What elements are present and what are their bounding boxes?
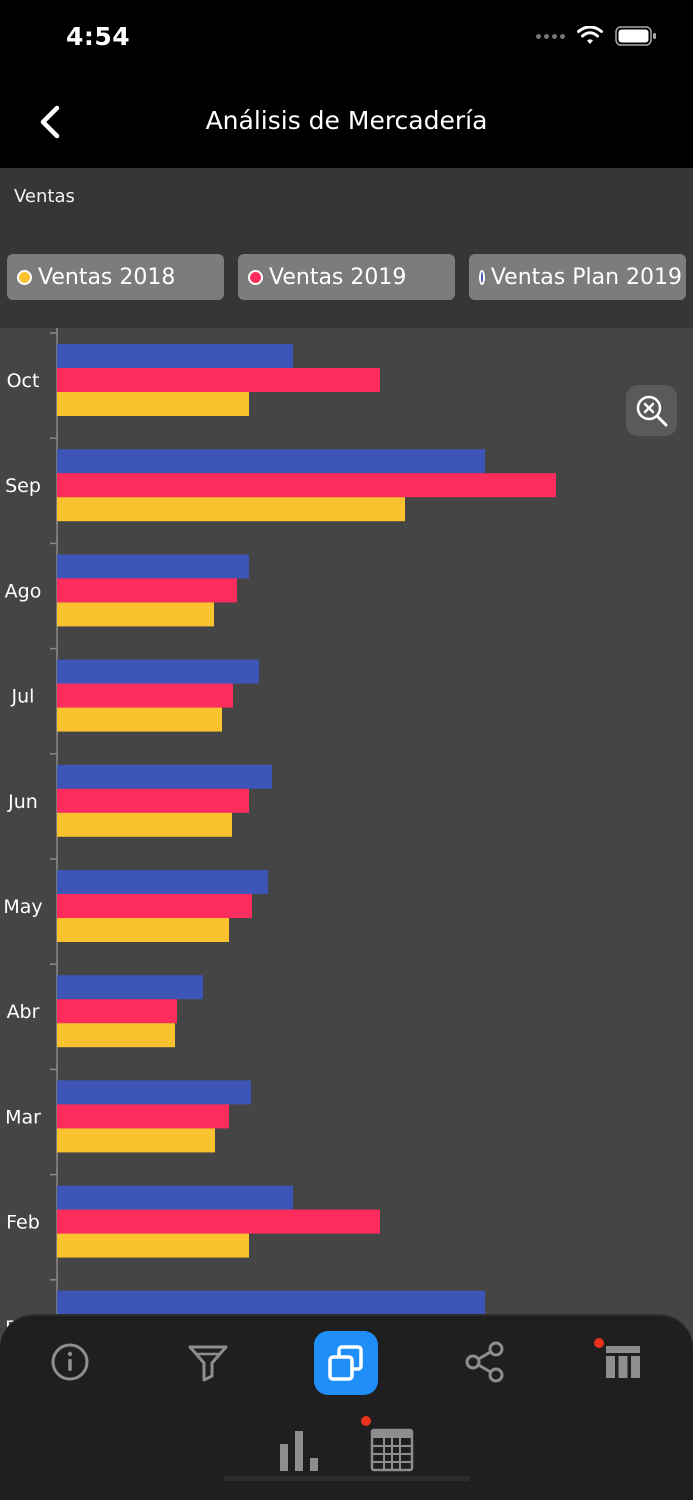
legend-label: Ventas 2018 [38, 264, 176, 290]
bar-abr-ventas-plan-2019[interactable] [57, 975, 203, 1000]
tool-row [0, 1330, 693, 1396]
grid-table-icon [370, 1428, 414, 1472]
battery-icon [615, 26, 656, 46]
bar-sep-ventas-2018[interactable] [57, 497, 405, 522]
bar-oct-ventas-2018[interactable] [57, 392, 249, 416]
bar-ago-ventas-2018[interactable] [57, 602, 214, 627]
back-button[interactable] [30, 102, 70, 142]
bar-feb-ventas-plan-2019[interactable] [57, 1185, 293, 1210]
filter-icon [188, 1345, 228, 1382]
bar-mar-ventas-2019[interactable] [57, 1104, 229, 1129]
table-view-button[interactable] [360, 1416, 424, 1482]
share-button[interactable] [453, 1330, 517, 1394]
bar-chart-icon [280, 1431, 318, 1471]
bar-jun-ventas-2018[interactable] [57, 812, 232, 837]
notification-badge [361, 1416, 371, 1426]
category-label: Jul [11, 686, 35, 708]
category-label: Mar [5, 1106, 41, 1128]
bar-mar-ventas-plan-2019[interactable] [57, 1080, 251, 1105]
category-label: Jun [7, 791, 38, 813]
view-switcher [0, 1416, 693, 1486]
legend-chip-ventas-plan-2019[interactable]: Ventas Plan 2019 [469, 254, 686, 300]
legend-dot-icon [479, 269, 485, 285]
section-label: Ventas [14, 186, 75, 207]
bar-feb-ventas-2018[interactable] [57, 1233, 249, 1258]
notification-badge [594, 1338, 604, 1348]
signal-icon [536, 33, 565, 39]
bar-may-ventas-2019[interactable] [57, 894, 252, 918]
reset-zoom-button[interactable] [626, 385, 677, 436]
chart-header: Ventas Ventas 2018 Ventas 2019 Ventas Pl… [0, 168, 693, 328]
info-icon [51, 1343, 89, 1381]
filter-button[interactable] [176, 1330, 240, 1394]
bar-abr-ventas-2019[interactable] [57, 999, 177, 1024]
compare-button[interactable] [314, 1331, 378, 1395]
category-label: Feb [6, 1212, 40, 1234]
status-time: 4:54 [66, 22, 131, 51]
bar-jul-ventas-2018[interactable] [57, 707, 222, 732]
info-button[interactable] [38, 1330, 102, 1394]
bar-oct-ventas-plan-2019[interactable] [57, 344, 293, 368]
category-label: Oct [7, 370, 40, 392]
home-indicator [223, 1476, 470, 1481]
legend-dot-icon [248, 269, 263, 285]
legend-chip-ventas-2019[interactable]: Ventas 2019 [238, 254, 455, 300]
bar-sep-ventas-plan-2019[interactable] [57, 449, 485, 474]
bar-jun-ventas-plan-2019[interactable] [57, 764, 272, 789]
category-label: Ago [5, 580, 42, 602]
zoom-reset-icon [636, 395, 667, 426]
status-icons [536, 26, 657, 46]
bar-abr-ventas-2018[interactable] [57, 1023, 175, 1048]
bar-may-ventas-plan-2019[interactable] [57, 870, 268, 894]
copy-icon [328, 1345, 363, 1381]
bar-may-ventas-2018[interactable] [57, 918, 229, 942]
legend-chip-ventas-2018[interactable]: Ventas 2018 [7, 254, 224, 300]
bar-jul-ventas-2019[interactable] [57, 683, 233, 708]
bar-mar-ventas-2018[interactable] [57, 1128, 215, 1153]
share-icon [465, 1341, 504, 1383]
category-label: Sep [5, 475, 41, 497]
bar-sep-ventas-2019[interactable] [57, 473, 556, 498]
legend-dot-icon [17, 269, 32, 285]
legend: Ventas 2018 Ventas 2019 Ventas Plan 2019 [7, 254, 686, 300]
bar-ago-ventas-plan-2019[interactable] [57, 554, 249, 579]
bar-jul-ventas-plan-2019[interactable] [57, 659, 259, 684]
chevron-left-icon [40, 105, 60, 139]
legend-label: Ventas Plan 2019 [490, 264, 682, 290]
bar-ago-ventas-2019[interactable] [57, 578, 237, 603]
bar-feb-ventas-2019[interactable] [57, 1209, 380, 1234]
category-label: May [3, 896, 42, 918]
chart-view-button[interactable] [268, 1418, 332, 1482]
bar-jun-ventas-2019[interactable] [57, 788, 249, 813]
status-bar: 4:54 [0, 0, 693, 80]
navigation-bar: Análisis de Mercadería [0, 80, 693, 168]
bar-ene-ventas-plan-2019[interactable] [57, 1290, 485, 1315]
category-label: Abr [7, 1001, 40, 1023]
legend-label: Ventas 2019 [269, 264, 407, 290]
columns-button[interactable] [591, 1330, 655, 1394]
wifi-icon [577, 26, 603, 44]
bar-oct-ventas-2019[interactable] [57, 368, 380, 392]
bottom-toolbar [0, 1314, 693, 1500]
table-columns-icon [606, 1346, 640, 1378]
page-title: Análisis de Mercadería [205, 106, 488, 135]
